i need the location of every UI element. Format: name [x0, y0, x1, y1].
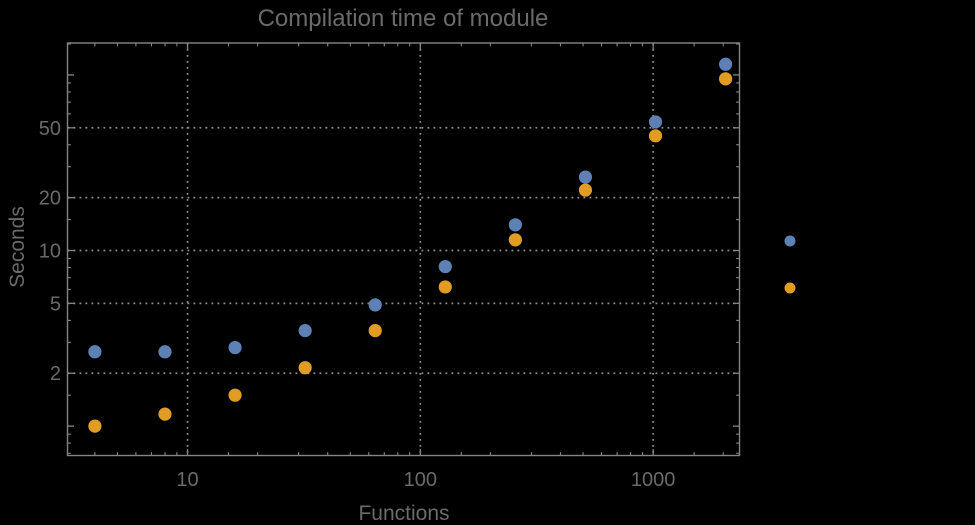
data-point-series-1-blue — [88, 345, 102, 359]
x-tick-label-10: 10 — [176, 469, 198, 491]
data-point-series-1-blue — [158, 345, 172, 359]
data-point-series-2-orange — [228, 388, 242, 402]
y-tick-label-2: 2 — [50, 363, 61, 385]
data-point-series-2-orange — [158, 407, 172, 421]
data-point-series-2-orange — [298, 361, 312, 375]
data-point-series-1-blue — [508, 218, 522, 232]
x-tick-label-100: 100 — [404, 469, 437, 491]
x-axis-label: Functions — [358, 502, 449, 525]
axis-ticks — [67, 43, 740, 456]
data-point-series-1-blue — [648, 115, 663, 129]
y-tick-label-10: 10 — [39, 241, 61, 263]
data-point-series-1-blue — [578, 170, 593, 184]
data-point-series-2-orange — [508, 233, 522, 247]
tick-labels: 10 100 1000 2 5 10 20 50 — [39, 118, 676, 491]
legend-markers — [784, 235, 796, 294]
chart-title: Compilation time of module — [258, 5, 549, 32]
data-point-series-1-blue — [438, 259, 452, 274]
data-point-series-2-orange — [578, 183, 593, 197]
data-point-series-2-orange — [718, 72, 733, 86]
y-axis-label: Seconds — [6, 206, 29, 288]
data-point-series-1-blue — [718, 57, 733, 71]
data-point-series-1-blue — [368, 298, 382, 312]
data-point-series-2-orange — [438, 280, 452, 294]
plot-frame — [66, 42, 741, 457]
data-point-series-2-orange — [88, 419, 102, 433]
y-tick-label-20: 20 — [39, 188, 61, 210]
y-tick-label-5: 5 — [50, 293, 61, 315]
data-point-series-1-blue — [228, 340, 242, 355]
data-point-series-2-orange — [648, 129, 663, 143]
y-tick-label-50: 50 — [39, 118, 61, 140]
gridlines — [67, 43, 740, 456]
data-point-series-1-blue — [298, 323, 312, 338]
data-points — [88, 57, 733, 433]
data-point-series-2-orange — [368, 323, 382, 338]
legend-marker-1 — [784, 235, 796, 247]
x-tick-label-1000: 1000 — [631, 469, 676, 491]
legend-marker-2 — [784, 282, 796, 294]
